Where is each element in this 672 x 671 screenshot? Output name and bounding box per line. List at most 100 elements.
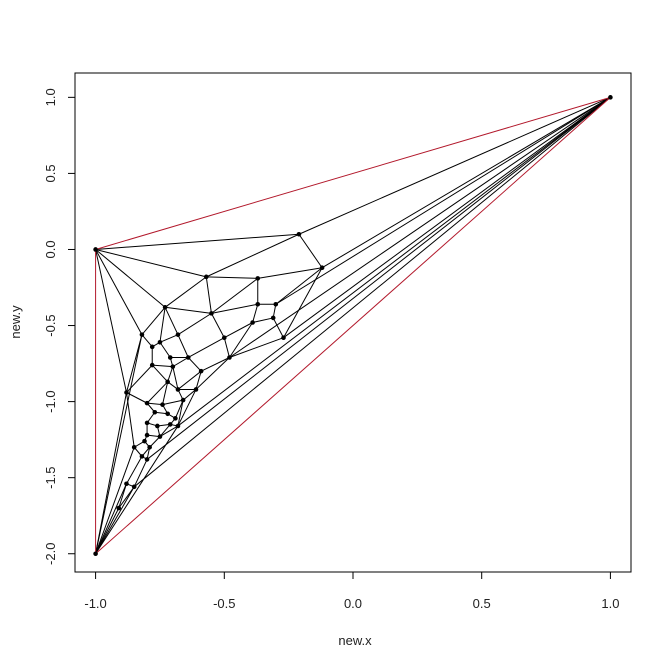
point xyxy=(124,481,129,487)
point xyxy=(160,402,165,407)
edge xyxy=(211,277,259,314)
edge xyxy=(95,249,166,308)
edge xyxy=(206,276,258,279)
edge xyxy=(252,304,259,323)
point xyxy=(193,387,199,392)
edge xyxy=(298,96,611,235)
edge xyxy=(187,357,202,372)
edge xyxy=(211,303,258,314)
point xyxy=(155,423,160,429)
edge xyxy=(152,364,173,368)
edge xyxy=(162,381,169,405)
hull-edge xyxy=(95,96,611,250)
y-tick-label: 0.0 xyxy=(43,240,58,258)
edge xyxy=(133,96,611,488)
edge xyxy=(188,337,225,358)
edge xyxy=(164,276,207,308)
point xyxy=(255,276,261,281)
edge xyxy=(162,399,184,406)
point xyxy=(124,390,129,395)
point xyxy=(175,423,181,429)
y-tick-label: -0.5 xyxy=(43,314,58,336)
point xyxy=(165,379,170,385)
point xyxy=(221,335,227,341)
y-tick-label: 1.0 xyxy=(43,88,58,106)
edge xyxy=(95,334,143,554)
plot-frame xyxy=(74,72,632,573)
edge xyxy=(95,483,127,554)
edge xyxy=(95,392,127,554)
edge xyxy=(177,312,212,336)
point xyxy=(131,444,137,450)
edge xyxy=(151,364,169,383)
point xyxy=(185,355,191,360)
point xyxy=(175,387,181,392)
point xyxy=(167,355,173,360)
point xyxy=(152,409,158,415)
point xyxy=(608,95,613,100)
edge xyxy=(210,313,225,338)
edge xyxy=(147,402,163,406)
edge xyxy=(146,381,169,404)
point xyxy=(139,332,145,337)
edge xyxy=(174,399,184,419)
edge xyxy=(177,389,197,427)
point xyxy=(142,438,147,444)
edge xyxy=(275,267,323,305)
x-tick-label: -1.0 xyxy=(84,596,106,611)
edge xyxy=(177,370,202,390)
edge xyxy=(283,96,611,339)
edge xyxy=(229,96,611,358)
edge xyxy=(182,389,197,401)
point xyxy=(144,432,150,438)
edge xyxy=(205,276,212,314)
point xyxy=(167,422,173,427)
point xyxy=(144,400,150,406)
point xyxy=(273,301,279,307)
edge xyxy=(223,337,230,358)
edge xyxy=(126,392,148,404)
point xyxy=(250,320,255,325)
point xyxy=(157,339,163,345)
edge xyxy=(257,267,323,279)
edge xyxy=(125,392,135,448)
edge xyxy=(126,364,153,393)
y-tick-label: -1.0 xyxy=(43,390,58,412)
point xyxy=(144,420,150,426)
edge xyxy=(149,436,161,448)
point xyxy=(198,368,204,374)
y-tick-label: -2.0 xyxy=(43,543,58,565)
edge xyxy=(165,306,212,314)
edge xyxy=(133,459,148,488)
edge xyxy=(141,334,153,348)
point xyxy=(296,231,302,237)
edge xyxy=(159,424,171,437)
point xyxy=(93,247,98,252)
edge xyxy=(224,322,253,339)
edge xyxy=(164,307,179,335)
point xyxy=(157,434,163,439)
edge xyxy=(172,357,189,368)
edge xyxy=(159,334,179,343)
edge xyxy=(95,486,135,554)
edge xyxy=(125,334,143,393)
x-tick-label: 1.0 xyxy=(601,596,619,611)
point xyxy=(93,551,98,557)
edge xyxy=(95,249,143,335)
point xyxy=(147,444,152,450)
point xyxy=(203,274,209,280)
point xyxy=(255,301,261,307)
y-tick-label: 0.5 xyxy=(43,164,58,182)
edge xyxy=(195,357,230,390)
point xyxy=(165,411,170,417)
edge xyxy=(95,447,135,554)
point xyxy=(149,344,155,350)
edge xyxy=(177,334,189,358)
point xyxy=(116,505,122,511)
edge xyxy=(159,307,166,343)
point xyxy=(173,416,178,421)
edge xyxy=(159,425,179,438)
edge xyxy=(95,425,179,555)
point xyxy=(175,332,181,337)
x-tick-label: -0.5 xyxy=(213,596,235,611)
